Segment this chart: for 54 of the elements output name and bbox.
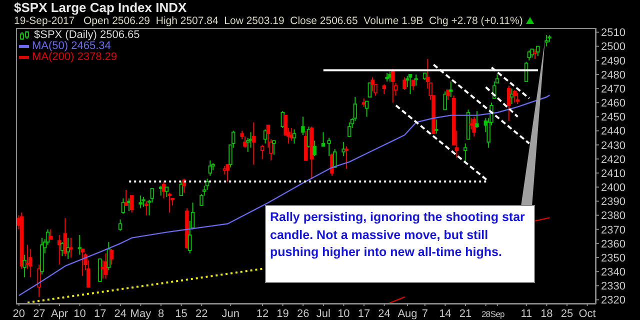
x-tick-label: May [130,308,152,320]
y-tick-label: 2430 [601,140,626,152]
y-tick-label: 2380 [601,210,626,222]
y-tick-label: 2490 [601,55,626,68]
y-tick-label: 2450 [601,112,626,124]
chart-subtitle: 19-Sep-2017 Open 2506.29 High 2507.84 Low 2503.19 Close 2506.65 Volume 1.9B Chg +2.78 (+0.11%) [14,15,524,27]
y-tick-label: 2410 [601,168,626,180]
x-tick-label: 26 [296,308,310,320]
x-tick-label: 15 [175,308,188,320]
x-tick-label: 11 [520,308,532,320]
annotation: Rally persisting, ignoring the shooting star candle. Not a massive move, but still pushing higher into new all-time highs. [265,205,535,283]
y-tick-label: 2330 [601,280,626,293]
x-tick-label: Sep [490,309,506,319]
chart-title: $SPX Large Cap Index INDX [14,0,187,15]
x-tick-label: 7 [422,308,428,320]
x-tick-label: 24 [114,308,127,320]
y-tick-label: 2480 [601,69,626,82]
x-tick-label: 17 [358,308,370,320]
y-tick-label: 2460 [601,98,626,110]
x-tick-label: 14 [439,308,452,320]
x-tick-label: 21 [459,308,472,320]
x-tick-label: 22 [195,308,208,320]
x-tick-label: 12 [256,308,269,320]
y-tick-label: 2390 [601,196,626,208]
x-tick-label: Aug [398,308,418,320]
y-tick-label: 2400 [601,182,626,194]
x-tick-label: 20 [12,308,26,320]
y-tick-label: 2500 [601,41,626,54]
y-tick-label: 2420 [601,154,626,166]
y-tick-label: 2470 [601,83,626,96]
x-tick-label: 18 [540,308,553,320]
legend-label: $SPX (Daily) 2506.65 [34,29,140,41]
legend-label: MA(50) 2465.34 [32,40,111,52]
y-tick-label: 2360 [601,238,626,250]
x-tick-label: 19 [276,308,289,320]
legend-label: MA(200) 2378.29 [32,51,117,63]
x-tick-label: 17 [94,308,106,320]
x-tick-label: Jun [222,308,240,320]
x-tick-label: 24 [378,308,390,320]
y-tick-label: 2320 [601,294,626,307]
y-tick-label: 2370 [601,224,626,236]
x-tick-label: 10 [74,308,86,320]
x-tick-label: 10 [338,308,350,320]
x-tick-label: 25 [560,308,574,320]
x-tick-label: 27 [33,308,46,320]
x-tick-label: 8 [158,308,164,320]
y-tick-label: 2340 [601,266,626,279]
x-tick-label: Apr [50,308,68,320]
y-tick-label: 2510 [601,27,626,40]
y-tick-label: 2440 [601,126,626,138]
x-tick-label: 28 [481,309,491,319]
x-tick-label: Oct [578,308,596,320]
y-tick-label: 2350 [601,252,626,264]
x-tick-label: Jul [316,308,330,320]
